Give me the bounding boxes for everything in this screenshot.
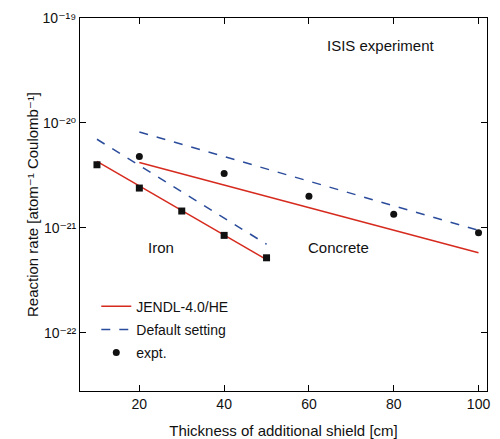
svg-text:Reaction rate [atom⁻¹ Coulomb⁻: Reaction rate [atom⁻¹ Coulomb⁻¹] — [24, 92, 41, 317]
svg-text:100: 100 — [467, 396, 491, 412]
svg-text:80: 80 — [386, 396, 402, 412]
svg-text:Default setting: Default setting — [136, 322, 226, 338]
svg-text:60: 60 — [301, 396, 317, 412]
svg-text:expt.: expt. — [136, 345, 166, 361]
svg-text:JENDL-4.0/HE: JENDL-4.0/HE — [136, 299, 228, 315]
svg-text:Concrete: Concrete — [308, 239, 369, 256]
svg-text:Thickness of additional shield: Thickness of additional shield [cm] — [169, 422, 397, 439]
svg-text:20: 20 — [132, 396, 148, 412]
svg-text:10⁻¹⁹: 10⁻¹⁹ — [43, 10, 77, 26]
svg-text:10⁻²¹: 10⁻²¹ — [44, 220, 77, 236]
svg-text:10⁻²⁰: 10⁻²⁰ — [43, 115, 77, 131]
svg-text:10⁻²²: 10⁻²² — [44, 325, 77, 341]
svg-text:ISIS experiment: ISIS experiment — [327, 37, 435, 54]
svg-text:40: 40 — [216, 396, 232, 412]
svg-text:Iron: Iron — [148, 239, 174, 256]
